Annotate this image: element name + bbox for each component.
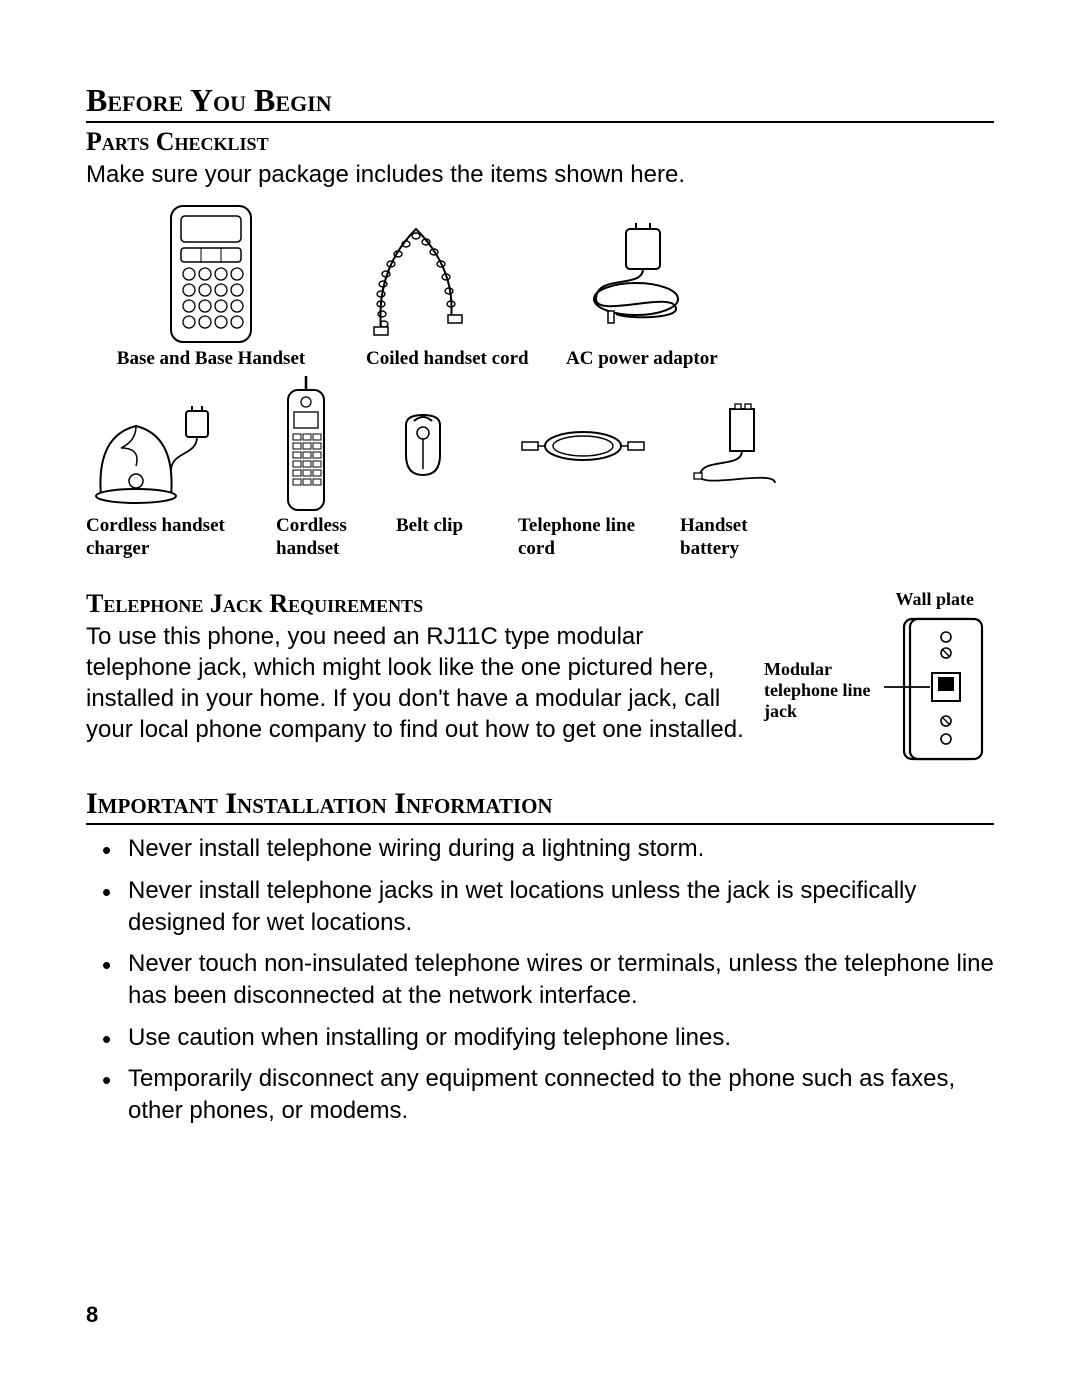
jack-heading: Telephone Jack Requirements <box>86 589 746 619</box>
line-cord-icon <box>518 381 648 511</box>
jack-body: To use this phone, you need an RJ11C typ… <box>86 621 746 746</box>
jack-diagram: Wall plate Modular telephone line jack <box>764 589 994 766</box>
install-item: Temporarily disconnect any equipment con… <box>86 1063 994 1126</box>
page-number: 8 <box>86 1302 98 1328</box>
install-list: Never install telephone wiring during a … <box>86 833 994 1126</box>
part-base: Base and Base Handset <box>86 204 336 371</box>
part-base-label: Base and Base Handset <box>86 348 336 371</box>
page-title: Before You Begin <box>86 82 994 123</box>
charger-icon <box>86 381 236 511</box>
jack-section: Telephone Jack Requirements To use this … <box>86 589 994 766</box>
part-cordless-label: Cordless handset <box>276 515 374 561</box>
part-cord-label: Coiled handset cord <box>366 348 529 371</box>
parts-heading: Parts Checklist <box>86 127 994 157</box>
install-item: Use caution when installing or modifying… <box>86 1022 994 1054</box>
part-linecord: Telephone line cord <box>518 381 658 561</box>
parts-intro-text: Make sure your package includes the item… <box>86 159 994 190</box>
coiled-cord-icon <box>366 204 476 344</box>
install-item: Never install telephone wiring during a … <box>86 833 994 865</box>
part-linecord-label: Telephone line cord <box>518 515 658 561</box>
part-charger-label: Cordless handset charger <box>86 515 254 561</box>
part-ac: AC power adaptor <box>566 204 766 371</box>
ac-adaptor-icon <box>566 204 706 344</box>
install-heading: Important Installation Information <box>86 787 994 825</box>
battery-icon <box>680 381 790 511</box>
part-beltclip: Belt clip <box>396 381 496 561</box>
part-charger: Cordless handset charger <box>86 381 254 561</box>
install-item: Never touch non-insulated telephone wire… <box>86 948 994 1011</box>
wallplate-icon <box>880 615 990 765</box>
part-battery-label: Handset battery <box>680 515 800 561</box>
part-beltclip-label: Belt clip <box>396 515 463 538</box>
parts-row-1: Base and Base Handset Coiled handset cor… <box>86 204 994 371</box>
parts-row-2: Cordless handset charger Cordless handse… <box>86 381 994 561</box>
part-battery: Handset battery <box>680 381 800 561</box>
cordless-handset-icon <box>276 381 336 511</box>
base-icon <box>86 204 336 344</box>
part-ac-label: AC power adaptor <box>566 348 718 371</box>
install-item: Never install telephone jacks in wet loc… <box>86 875 994 938</box>
part-cordless: Cordless handset <box>276 381 374 561</box>
wallplate-label: Wall plate <box>764 589 994 610</box>
modular-jack-label: Modular telephone line jack <box>764 659 874 721</box>
part-cord: Coiled handset cord <box>366 204 536 371</box>
belt-clip-icon <box>396 381 450 511</box>
